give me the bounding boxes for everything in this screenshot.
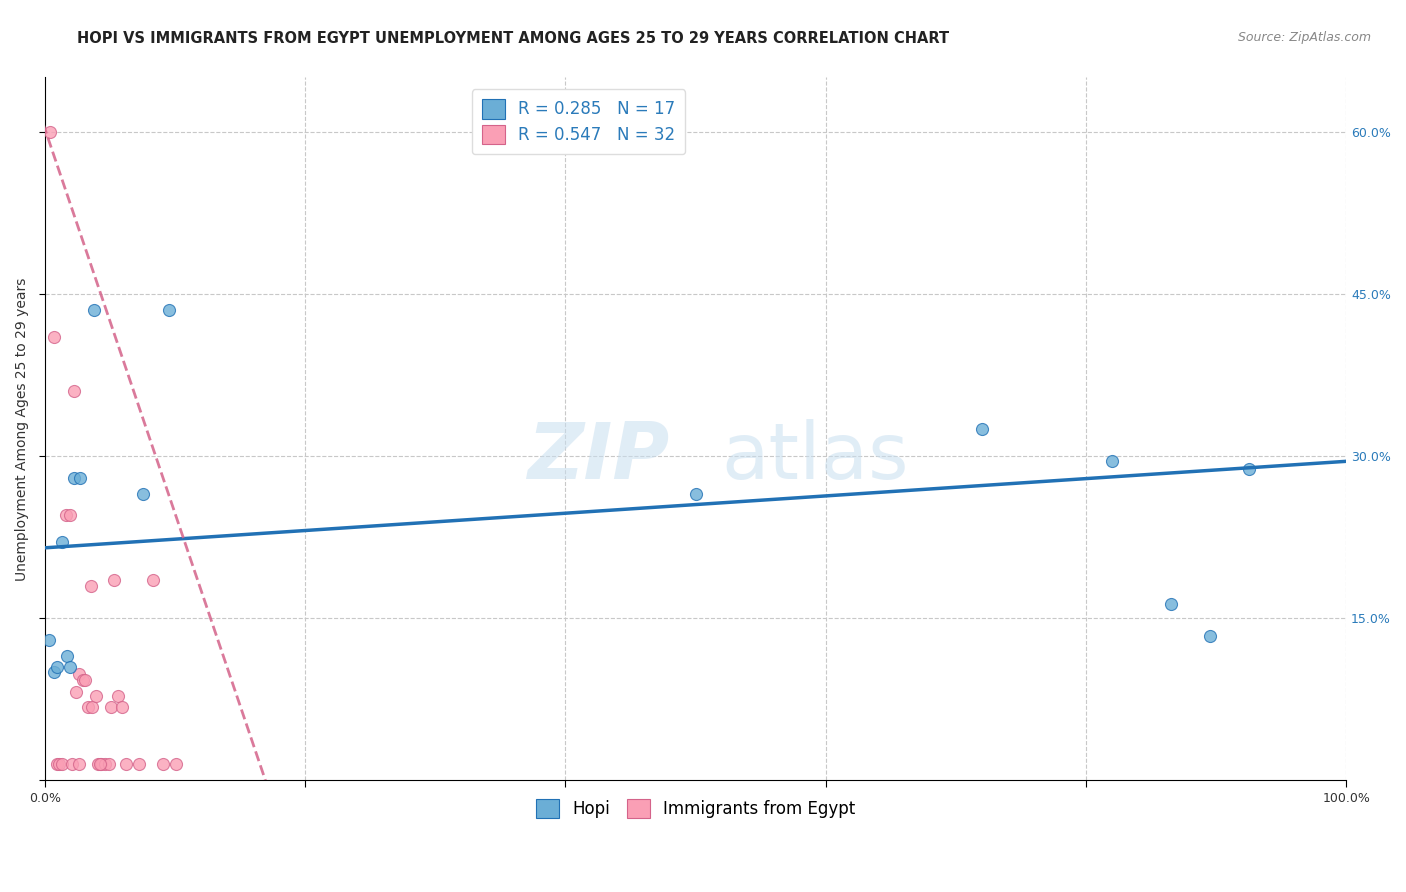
Point [62, 470, 84, 484]
Point [79, 579, 101, 593]
Text: HOPI VS IMMIGRANTS FROM EGYPT UNEMPLOYMENT AMONG AGES 25 TO 29 YEARS CORRELATION: HOPI VS IMMIGRANTS FROM EGYPT UNEMPLOYME… [77, 31, 949, 46]
Point [48, 757, 70, 772]
Point [55, 508, 77, 523]
Point [42, 665, 65, 680]
Point [97, 757, 120, 772]
Point [970, 422, 993, 436]
Point [62, 384, 84, 398]
Point [84, 689, 107, 703]
Point [87, 757, 110, 772]
Point [1101, 454, 1123, 468]
Point [38, 632, 60, 647]
Point [103, 574, 125, 588]
Point [67, 757, 90, 772]
Point [72, 673, 94, 687]
Point [77, 699, 100, 714]
Point [60, 757, 83, 772]
Point [114, 757, 136, 772]
Point [45, 757, 67, 772]
Point [56, 648, 79, 663]
Point [45, 659, 67, 673]
Point [90, 757, 112, 772]
Point [157, 302, 180, 317]
Point [67, 667, 90, 681]
Point [1237, 462, 1260, 476]
Point [131, 487, 153, 501]
Point [1198, 630, 1220, 644]
Point [89, 757, 111, 772]
Point [685, 487, 707, 501]
Text: Source: ZipAtlas.com: Source: ZipAtlas.com [1237, 31, 1371, 45]
Point [142, 574, 165, 588]
Point [42, 330, 65, 344]
Y-axis label: Unemployment Among Ages 25 to 29 years: Unemployment Among Ages 25 to 29 years [15, 277, 30, 581]
Point [165, 757, 187, 772]
Point [1160, 597, 1182, 611]
Point [69, 470, 91, 484]
Point [107, 689, 129, 703]
Point [51, 757, 73, 772]
Point [75, 673, 97, 687]
Legend: Hopi, Immigrants from Egypt: Hopi, Immigrants from Egypt [529, 792, 862, 825]
Point [100, 699, 122, 714]
Text: ZIP: ZIP [527, 419, 669, 495]
Point [94, 757, 117, 772]
Point [83, 302, 105, 317]
Point [80, 699, 103, 714]
Point [111, 699, 134, 714]
Text: atlas: atlas [721, 419, 910, 495]
Point [152, 757, 174, 772]
Point [65, 684, 87, 698]
Point [59, 659, 82, 673]
Point [128, 757, 150, 772]
Point [39, 124, 62, 138]
Point [51, 535, 73, 549]
Point [59, 508, 82, 523]
